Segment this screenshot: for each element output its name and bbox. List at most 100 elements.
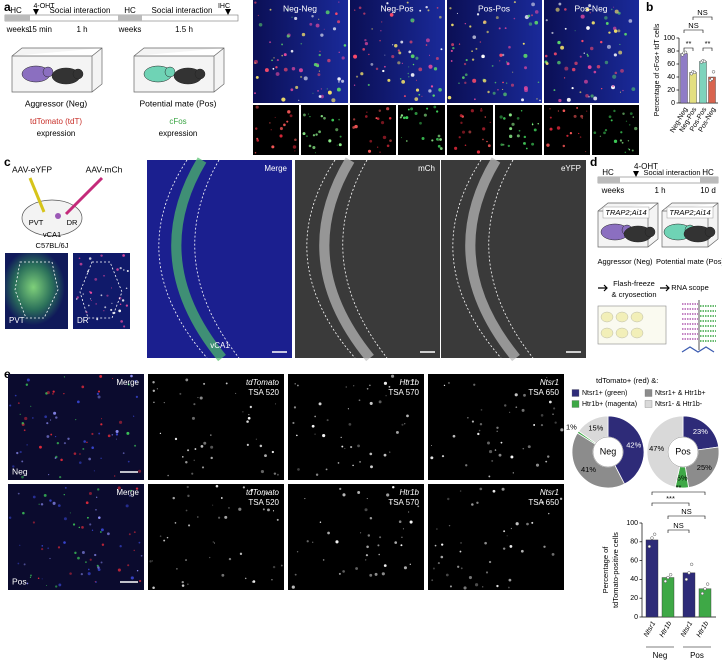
cell xyxy=(328,139,332,143)
cell xyxy=(554,421,557,424)
cell xyxy=(620,131,623,134)
cell xyxy=(279,134,283,138)
cell xyxy=(596,65,601,69)
cell xyxy=(345,386,347,388)
cell xyxy=(578,132,580,135)
cell xyxy=(392,485,395,489)
cell xyxy=(135,395,139,398)
cell xyxy=(327,90,332,95)
y-tick-label: 60 xyxy=(630,557,638,564)
cell xyxy=(558,98,562,103)
cell xyxy=(431,139,434,142)
section xyxy=(600,327,614,339)
cell xyxy=(482,586,484,588)
cell xyxy=(378,109,382,112)
cell xyxy=(83,440,86,443)
cell xyxy=(401,80,406,84)
cell xyxy=(46,435,50,438)
pie-label: 47% xyxy=(649,444,664,453)
cell xyxy=(242,411,244,413)
label: Social interaction xyxy=(643,168,700,177)
cell xyxy=(477,432,480,436)
cell xyxy=(579,91,582,94)
cell xyxy=(138,579,142,583)
cell xyxy=(26,444,28,446)
cell xyxy=(56,441,60,445)
cell xyxy=(297,384,299,387)
cell xyxy=(392,44,394,46)
cell xyxy=(612,85,615,88)
label: DR xyxy=(67,218,78,227)
cell xyxy=(428,64,433,69)
cell xyxy=(464,73,468,77)
cell xyxy=(258,22,263,27)
cell xyxy=(201,466,205,469)
label: Ntsr1 xyxy=(540,378,559,387)
cell xyxy=(375,67,379,71)
cell xyxy=(41,578,43,580)
cell xyxy=(599,40,603,44)
cell xyxy=(313,62,318,67)
cell xyxy=(125,504,129,508)
cell xyxy=(301,32,306,37)
cell xyxy=(194,448,197,450)
cell xyxy=(456,12,459,15)
timeline-marker xyxy=(633,171,639,177)
cell xyxy=(545,460,548,463)
x-tick-label: Ntsr1 xyxy=(643,620,657,638)
cell xyxy=(304,498,306,500)
cell xyxy=(492,489,496,493)
label: eYFP xyxy=(561,164,581,173)
cell xyxy=(619,43,621,46)
cell xyxy=(600,87,603,90)
cell xyxy=(238,507,242,511)
cell xyxy=(320,88,322,90)
cell xyxy=(318,53,321,57)
cell xyxy=(509,411,511,413)
cell xyxy=(368,53,370,56)
y-tick-label: 100 xyxy=(626,520,638,527)
label: vCA1 xyxy=(210,341,230,350)
cell xyxy=(60,458,63,462)
cell xyxy=(327,58,331,63)
cell xyxy=(482,138,484,141)
cell xyxy=(574,61,578,66)
cell xyxy=(388,385,391,388)
cell xyxy=(26,582,29,585)
cell xyxy=(612,74,617,79)
cell xyxy=(297,468,300,471)
cell xyxy=(583,52,585,54)
y-axis-label: Percentage of cFos+ tdT cells xyxy=(654,23,661,116)
cell xyxy=(367,534,371,537)
hippocampus xyxy=(465,157,520,362)
cell xyxy=(510,83,515,87)
cell xyxy=(398,520,402,523)
micrograph-channel xyxy=(148,374,284,480)
cell xyxy=(249,405,253,409)
label: 1 h xyxy=(654,186,665,195)
cell xyxy=(508,134,513,139)
cell xyxy=(534,10,539,14)
cell xyxy=(332,27,337,31)
cell xyxy=(564,8,567,11)
cell xyxy=(274,403,277,405)
cell xyxy=(408,66,410,68)
cell xyxy=(632,116,634,118)
cell xyxy=(379,39,381,42)
cell xyxy=(276,59,279,62)
cell xyxy=(176,568,178,570)
cell xyxy=(402,116,406,120)
micrograph-section xyxy=(295,160,440,358)
cell xyxy=(156,388,158,390)
cell xyxy=(312,541,314,543)
section xyxy=(630,327,644,339)
cell xyxy=(89,558,92,561)
cell xyxy=(447,95,452,100)
cell xyxy=(314,433,316,435)
cell xyxy=(269,41,272,44)
mouse-head xyxy=(194,68,206,80)
micrograph-channel xyxy=(428,374,564,480)
y-tick-label: 0 xyxy=(671,100,675,107)
cell xyxy=(341,445,344,448)
cell xyxy=(110,287,113,289)
